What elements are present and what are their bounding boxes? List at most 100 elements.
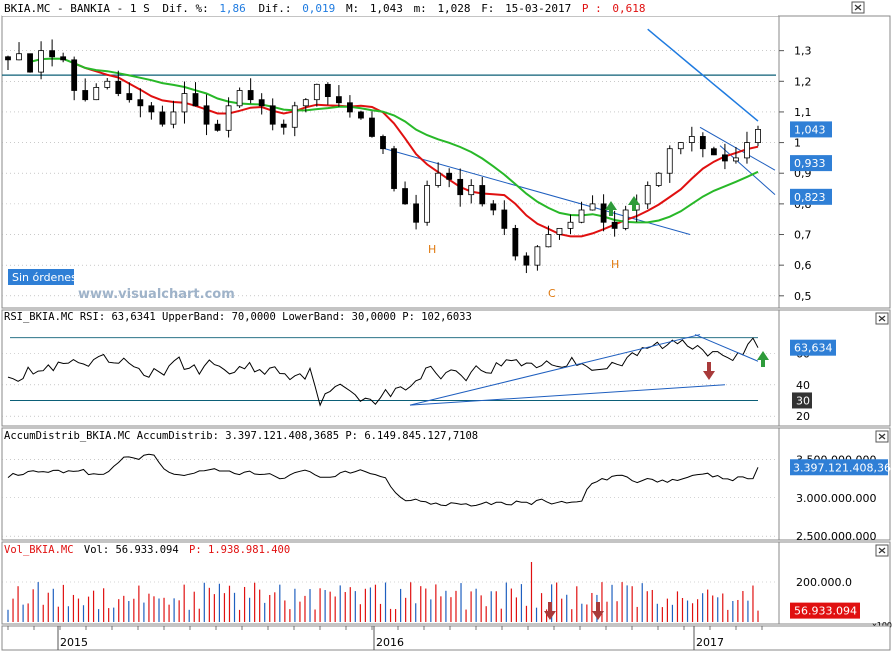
candle-body [479, 185, 486, 205]
candle-body [313, 83, 320, 101]
header-min-label: m: [414, 2, 427, 15]
volume-panel: 200.000.0 Vol_BKIA.MC Vol: 56.933.094 P:… [1, 541, 892, 630]
price-label-box [790, 121, 832, 138]
price-y-tick-label: 0,6 [794, 259, 812, 272]
candle-body [567, 221, 574, 229]
candle-body [27, 53, 33, 73]
candle-body [269, 105, 276, 125]
candle-body [291, 105, 298, 128]
x-tick-label: 2017 [696, 636, 724, 649]
candle-body [722, 154, 728, 162]
trend-line [719, 145, 776, 196]
candle-body [380, 136, 386, 150]
candle-body [457, 178, 464, 196]
candle-body [512, 227, 519, 257]
rsi-trend-lines [409, 334, 759, 406]
close-icon[interactable] [875, 312, 889, 325]
rsi-y-tick-label: 40 [796, 379, 810, 392]
volume-current-label: 56.933.094 [794, 605, 857, 618]
candle-body [181, 93, 188, 113]
candle-body [104, 80, 111, 88]
candle-body [49, 50, 56, 58]
trend-line [699, 126, 776, 171]
candle-body [435, 172, 442, 186]
price-y-tick-label: 1,2 [794, 75, 812, 88]
candle-body [501, 209, 508, 229]
annotation-h-left: H [428, 243, 436, 256]
header-date-value: 15-03-2017 [505, 2, 571, 15]
candle-body [490, 203, 497, 211]
header-dif-value: 0,019 [302, 2, 335, 15]
candle-body [600, 203, 607, 223]
price-grid [2, 50, 778, 297]
volume-y-axis: 200.000.0 [796, 576, 852, 589]
candle-body [611, 221, 618, 229]
candle-body [468, 185, 475, 196]
watermark: www.visualchart.com [78, 287, 235, 302]
candle-body [126, 93, 133, 101]
candle-body [688, 136, 695, 143]
candle-body [5, 56, 11, 61]
candle-body [258, 99, 265, 107]
rsi-band-label: 30 [796, 394, 810, 407]
volume-axis-labels: 56.933.094 [790, 602, 860, 619]
header-p-value: 0,618 [612, 2, 645, 15]
volume-bars [7, 562, 759, 622]
candle-body [369, 117, 375, 137]
x-axis-ticks: 2015 2016 2017 [7, 626, 763, 650]
candle-body [225, 105, 232, 131]
rsi-line [7, 337, 759, 407]
candle-body [589, 203, 596, 211]
candle-body [677, 142, 684, 150]
price-y-tick-label: 1,3 [794, 45, 812, 58]
ad-y-tick-label: 2.500.000.000 [796, 530, 876, 543]
header-max-value: 1,043 [370, 2, 403, 15]
candle-body [446, 172, 453, 180]
price-y-tick-label: 0,5 [794, 290, 812, 303]
header-p-label: P : [582, 2, 602, 15]
price-label-box [790, 188, 832, 205]
close-icon[interactable] [875, 430, 889, 443]
rsi-trend-line [409, 384, 726, 406]
ad-y-tick-label: 3.000.000.000 [796, 492, 876, 505]
candle-body [137, 99, 144, 107]
rsi-axis-labels: 63,634 30 [790, 339, 836, 409]
ad-axis-labels: 3.397.121.408,36 [790, 459, 891, 476]
candle-body [755, 129, 761, 143]
close-icon[interactable] [851, 1, 865, 14]
annotation-h-right: H [611, 258, 619, 271]
candle-body [578, 209, 585, 223]
candle-body [60, 56, 67, 61]
vol-title-name: Vol_BKIA.MC [4, 544, 74, 556]
candle-body [644, 185, 651, 205]
candle-body [203, 105, 210, 125]
x-axis: 2015 2016 2017 [1, 625, 891, 651]
candle-body [733, 157, 739, 162]
ma-blue-line [647, 28, 759, 122]
candle-body [115, 80, 122, 94]
candle-body [744, 142, 750, 159]
arrow-up-icon [605, 201, 617, 216]
trend-lines [384, 126, 776, 235]
sin-ordenes-badge[interactable]: Sin órdenes [8, 269, 77, 285]
candle-body [424, 185, 431, 223]
close-icon[interactable] [875, 544, 889, 557]
price-label: 1,043 [794, 123, 826, 136]
header-dif-pct-label: Dif. %: [162, 2, 208, 15]
ad-title: AccumDistrib_BKIA.MC AccumDistrib: 3.397… [4, 430, 478, 442]
rsi-grid [2, 337, 778, 417]
candle-body [391, 148, 397, 189]
candle-body [335, 96, 342, 104]
sin-ordenes-label: Sin órdenes [12, 271, 77, 284]
header-max-label: M: [346, 2, 359, 15]
candle-body [82, 90, 89, 101]
price-axis-labels: 1,043 0,933 0,823 [790, 121, 832, 205]
x-tick-label: 2016 [376, 636, 404, 649]
ma-green-line [29, 57, 759, 224]
arrow-down-icon [592, 602, 604, 620]
rsi-title: RSI_BKIA.MC RSI: 63,6341 UpperBand: 70,0… [4, 311, 472, 323]
vol-title-p: P: 1.938.981.400 [189, 544, 290, 556]
candle-body [556, 227, 563, 235]
rsi-trend-line [409, 334, 701, 406]
header-min-value: 1,028 [437, 2, 470, 15]
